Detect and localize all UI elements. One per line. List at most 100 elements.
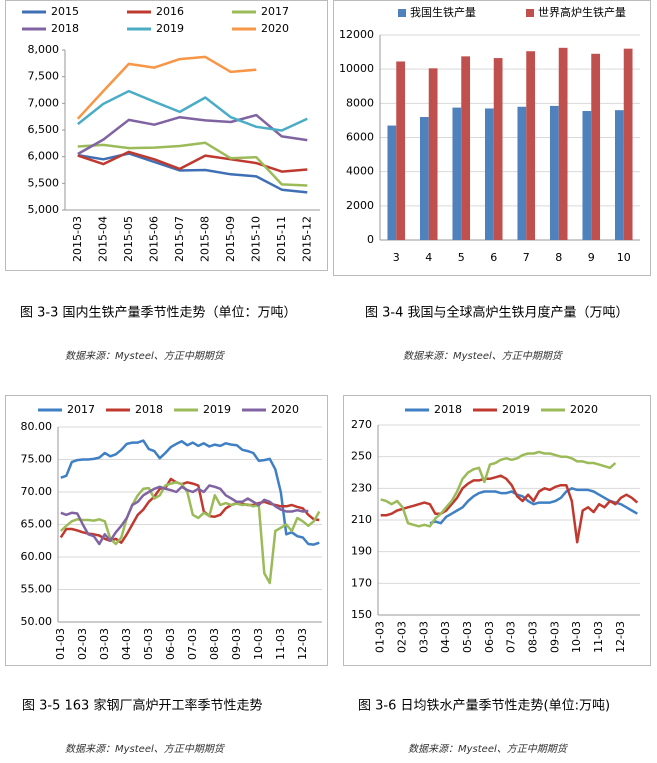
y-tick-label: 12000 (339, 28, 374, 41)
bar (549, 105, 559, 240)
x-tick-label: 11-03 (592, 621, 605, 653)
y-tick-label: 6,000 (28, 150, 60, 163)
x-tick-label: 06-03 (483, 621, 496, 653)
bar (526, 51, 536, 240)
line-series (380, 474, 639, 544)
y-tick-label: 5,500 (28, 176, 60, 189)
y-tick-label: 170 (351, 576, 372, 589)
x-tick-label: 10-03 (570, 621, 583, 653)
x-tick-label: 07-03 (186, 628, 199, 660)
x-tick-label: 04-03 (439, 621, 452, 653)
line-series (76, 55, 257, 120)
legend-label: 2020 (261, 22, 289, 35)
line-series (77, 150, 308, 173)
y-tick-label: 55.00 (21, 583, 53, 596)
legend-label: 2017 (67, 403, 95, 416)
caption: 图 3-5 163 家钢厂高炉开工率季节性走势 (22, 698, 262, 714)
legend-label: 2019 (156, 22, 184, 35)
x-tick-label: 2015-05 (122, 216, 135, 262)
x-tick-label: 4 (425, 251, 432, 264)
bar (461, 56, 471, 240)
caption: 图 3-3 国内生铁产量季节性走势（单位：万吨） (20, 305, 297, 321)
y-tick-label: 75.00 (21, 453, 53, 466)
line-series (77, 141, 308, 187)
x-tick-label: 09-03 (548, 621, 561, 653)
x-tick-label: 04-03 (120, 628, 133, 660)
x-tick-label: 3 (393, 251, 400, 264)
x-tick-label: 5 (458, 251, 465, 264)
x-tick-label: 08-03 (208, 628, 221, 660)
bar (614, 110, 624, 241)
line-series (60, 439, 320, 546)
x-tick-label: 12-03 (296, 628, 309, 660)
chart-frame (343, 395, 651, 666)
x-tick-label: 02-03 (76, 628, 89, 660)
source: 数据来源：Mysteel、方正中期期货 (403, 350, 564, 362)
bar (591, 53, 601, 240)
bar (493, 58, 503, 240)
x-tick-label: 12-03 (614, 621, 627, 653)
y-tick-label: 190 (351, 545, 372, 558)
y-tick-label: 4000 (346, 165, 374, 178)
line-series (59, 481, 321, 585)
x-tick-label: 2015-08 (198, 216, 211, 262)
line-series (60, 484, 309, 546)
x-tick-label: 10 (617, 251, 631, 264)
y-tick-label: 65.00 (21, 518, 53, 531)
y-tick-label: 250 (351, 450, 372, 463)
x-tick-label: 2015-03 (71, 216, 84, 262)
x-tick-label: 2015-06 (147, 216, 160, 262)
source: 数据来源：Mysteel、方正中期期货 (65, 350, 226, 362)
y-tick-label: 50.00 (21, 615, 53, 628)
x-tick-label: 06-03 (164, 628, 177, 660)
bar (419, 117, 429, 240)
bar (517, 106, 527, 240)
bar (582, 111, 592, 240)
legend-label: 2018 (51, 22, 79, 35)
chart-frame (5, 0, 328, 271)
y-tick-label: 210 (351, 513, 372, 526)
x-tick-label: 2015-10 (249, 216, 262, 262)
x-tick-label: 6 (490, 251, 497, 264)
legend-swatch (398, 9, 406, 17)
y-tick-label: 7,500 (28, 70, 60, 83)
bar (484, 108, 494, 240)
legend-label: 2019 (502, 403, 530, 416)
x-tick-label: 05-03 (461, 621, 474, 653)
x-tick-label: 08-03 (527, 621, 540, 653)
legend-label: 2018 (135, 403, 163, 416)
y-tick-label: 70.00 (21, 485, 53, 498)
bar (396, 61, 406, 240)
y-tick-label: 8,000 (28, 43, 60, 56)
legend-label: 2017 (261, 5, 289, 18)
source: 数据来源：Mysteel、方正中期期货 (65, 743, 226, 755)
x-tick-label: 01-03 (374, 621, 387, 653)
line-series (77, 152, 308, 194)
y-tick-label: 8000 (346, 96, 374, 109)
legend-label: 2019 (203, 403, 231, 416)
x-tick-label: 2015-09 (224, 216, 237, 262)
y-tick-label: 270 (351, 418, 372, 431)
y-tick-label: 60.00 (21, 550, 53, 563)
y-tick-label: 230 (351, 481, 372, 494)
x-tick-label: 2015-07 (173, 216, 186, 262)
y-tick-label: 6,500 (28, 123, 60, 136)
chart-frame (5, 395, 328, 666)
legend-label: 世界高炉生铁产量 (538, 5, 626, 19)
y-tick-label: 6000 (346, 131, 374, 144)
caption: 图 3-4 我国与全球高炉生铁月度产量（万吨） (365, 305, 629, 321)
x-tick-label: 02-03 (396, 621, 409, 653)
line-series (77, 89, 308, 132)
y-tick-label: 80.00 (21, 420, 53, 433)
legend-label: 2020 (570, 403, 598, 416)
x-tick-label: 2015-12 (300, 216, 313, 262)
x-tick-label: 05-03 (142, 628, 155, 660)
bar (623, 48, 633, 240)
y-tick-label: 7,000 (28, 96, 60, 109)
x-tick-label: 2015-11 (275, 216, 288, 262)
legend-label: 2020 (271, 403, 299, 416)
x-tick-label: 7 (523, 251, 530, 264)
bar (387, 125, 397, 240)
y-tick-label: 5,000 (28, 203, 60, 216)
bar (558, 47, 568, 240)
